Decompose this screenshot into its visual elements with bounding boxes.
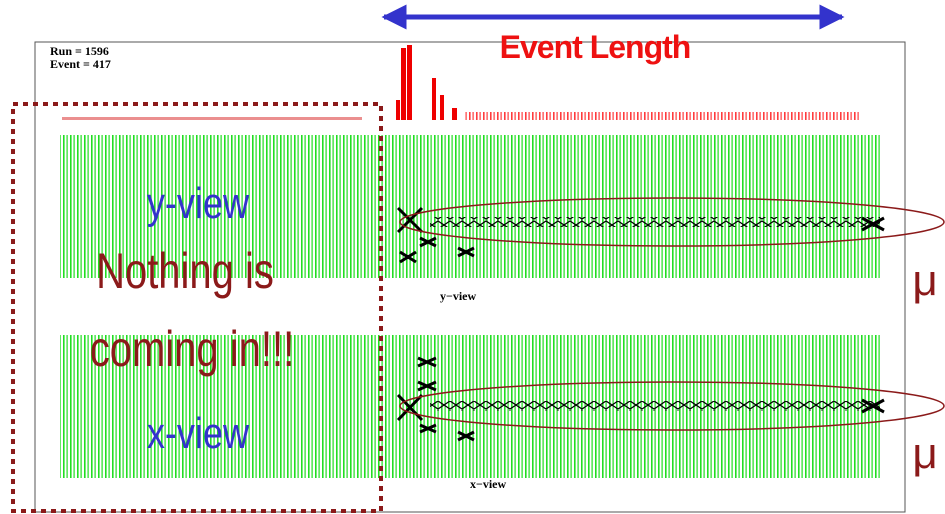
event-label: Event = 417 bbox=[50, 57, 111, 71]
x-track bbox=[430, 401, 880, 411]
event-length-title: Event Length bbox=[500, 29, 691, 65]
message-line: coming in!!! bbox=[90, 321, 294, 377]
message-line: Nothing is bbox=[96, 243, 274, 299]
muon-label: μ bbox=[912, 429, 937, 478]
muon-label: μ bbox=[912, 256, 937, 305]
event-display: Run = 1596 Event = 417 Event Length y−vi… bbox=[0, 0, 945, 514]
y-view-caption: y−view bbox=[440, 289, 476, 303]
y-track bbox=[430, 217, 880, 227]
length-histogram bbox=[62, 45, 860, 120]
x-view-caption: x−view bbox=[470, 477, 506, 491]
run-label: Run = 1596 bbox=[50, 44, 109, 58]
y-view-label: y-view bbox=[147, 179, 250, 228]
x-view-label: x-view bbox=[147, 409, 250, 458]
